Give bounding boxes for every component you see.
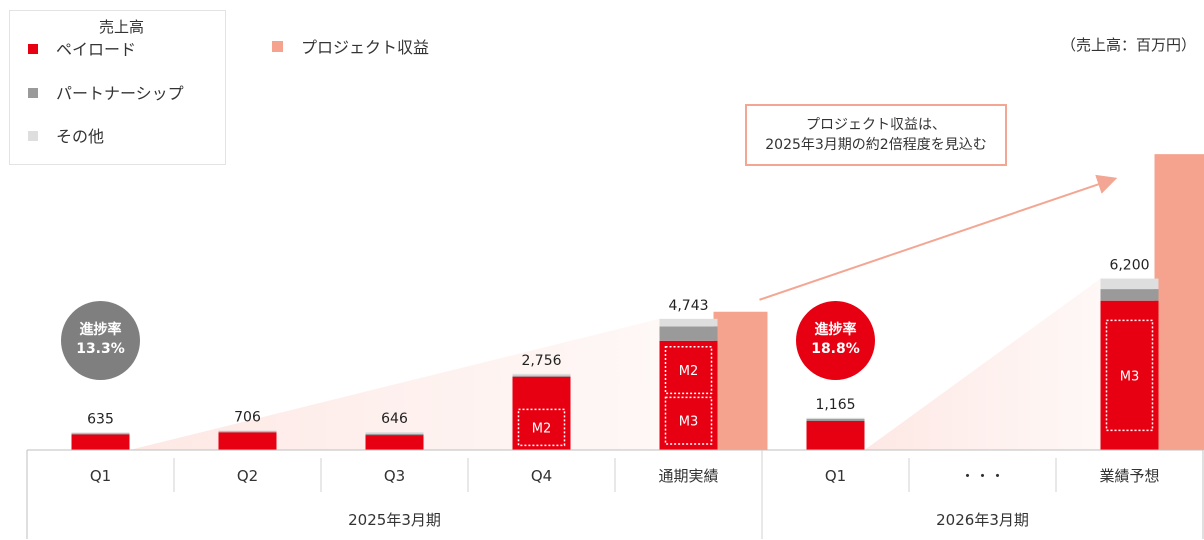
milestone-box [517,408,566,447]
bar-segment-partnership [659,326,718,341]
bar-segment-payload [806,420,865,450]
callout-line-1: プロジェクト収益は、 [806,117,946,133]
data-label: 635 [87,411,114,427]
category-label: Q4 [531,467,552,485]
category-label: 業績予想 [1099,467,1159,485]
callout-line-2: 2025年3月期の約2倍程度を見込む [765,137,987,153]
bar-segment-partnership [218,431,277,433]
badge-title: 進捗率 [814,322,857,338]
fiscal-year-label: 2025年3月期 [348,511,441,529]
bar-segment-partnership [365,433,424,436]
bar-segment-other [218,430,277,432]
bar-segment-other [806,417,865,420]
category-label: Q2 [237,467,258,485]
growth-arrow [759,174,1118,301]
bar-segment-partnership [512,375,571,377]
bar-segment-other [71,432,130,434]
data-label: 4,743 [668,298,708,314]
legend-item-other: その他 [28,123,104,147]
bar-segment-payload [512,376,571,450]
badge-title: 進捗率 [79,322,122,338]
bar-segment-partnership [806,419,865,421]
milestone-box [664,396,713,445]
legend-label: その他 [56,127,105,146]
category-label: 通期実績 [658,467,718,485]
data-label: 1,165 [815,397,855,413]
legend-label: プロジェクト収益 [301,38,430,57]
legend-label: ペイロード [56,40,137,59]
progress-badge-fy2026: 進捗率 18.8% [796,301,875,380]
legend-label: パートナーシップ [56,84,184,103]
badge-value: 18.8% [811,341,860,357]
milestone-box [664,346,713,395]
bar-segment-partnership [71,433,130,435]
project-revenue-swatch [272,41,283,52]
milestone-label: M3 [679,415,699,430]
data-label: 706 [234,409,261,425]
callout-box: プロジェクト収益は、 2025年3月期の約2倍程度を見込む [745,104,1007,166]
category-label: Q3 [384,467,405,485]
progress-badge-fy2025: 進捗率 13.3% [61,301,140,380]
partnership-swatch [28,88,38,98]
other-swatch [28,131,38,141]
category-label: Q1 [90,467,111,485]
legend-item-partnership: パートナーシップ [28,80,184,104]
data-label: 2,756 [521,353,561,369]
bar-segment-other [1100,278,1159,290]
milestone-box [1105,319,1154,432]
bar-segment-other [512,373,571,376]
progress-cone-fy2026 [864,278,1101,450]
bar-segment-partnership [1100,289,1159,301]
milestone-label: M3 [1120,369,1140,384]
legend-item-project-revenue: プロジェクト収益 [272,34,429,58]
unit-label: （売上高：百万円） [1060,36,1196,54]
bar-segment-payload [1100,300,1159,450]
legend-item-payload: ペイロード [28,36,136,60]
bar-project-revenue [713,311,768,450]
bar-segment-payload [218,432,277,450]
legend-title: 売上高 [89,16,155,37]
category-label: ・・・ [960,467,1005,485]
data-label: 6,200 [1109,258,1149,274]
badge-value: 13.3% [76,341,125,357]
milestone-label: M2 [532,421,552,436]
progress-cone-fy2025 [129,318,660,450]
milestone-label: M2 [679,364,699,379]
fiscal-year-label: 2026年3月期 [936,511,1029,529]
bar-segment-other [365,432,424,434]
legend: 売上高 ペイロード パートナーシップ その他 [9,10,226,165]
bar-segment-other [659,318,718,327]
category-label: Q1 [825,467,846,485]
data-label: 646 [381,411,408,427]
bar-project-revenue [1154,154,1204,450]
bar-segment-payload [365,435,424,450]
bar-segment-payload [71,434,130,450]
bar-segment-payload [659,340,718,450]
payload-swatch [28,44,38,54]
